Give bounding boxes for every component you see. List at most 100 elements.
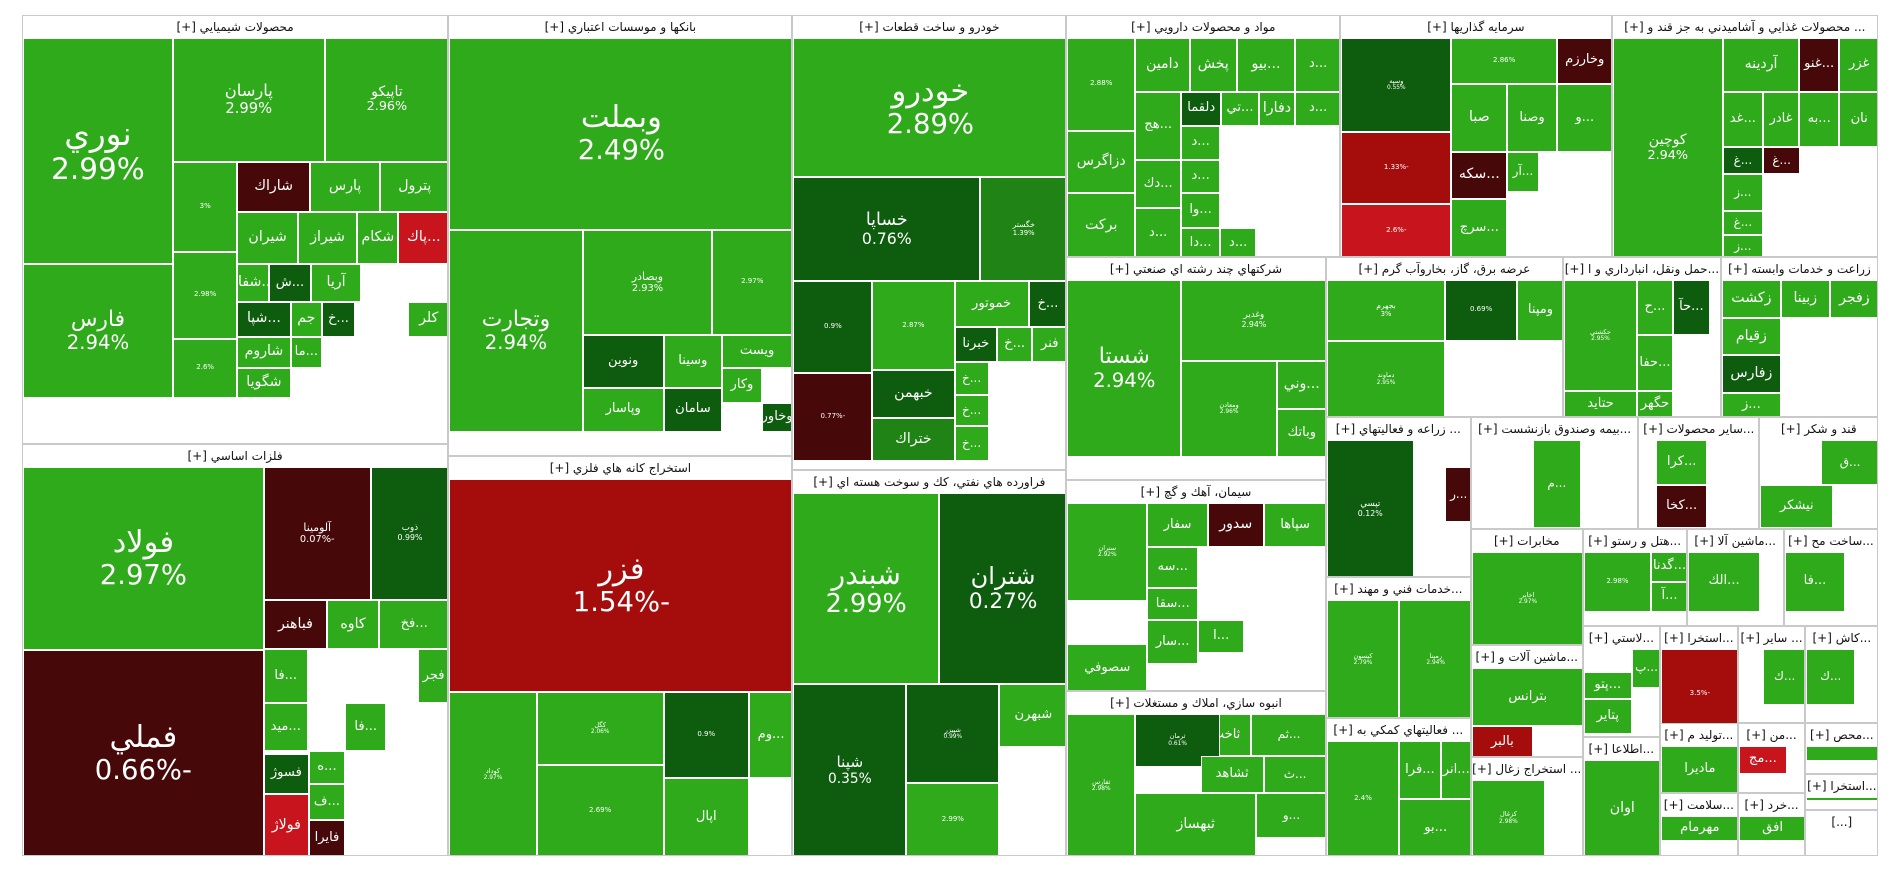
stock-tile[interactable]: ...كخا — [1656, 484, 1708, 528]
stock-tile[interactable]: ثشاهد — [1200, 756, 1264, 793]
stock-tile[interactable]: وبصادر 2.93% — [582, 229, 713, 335]
sector-title[interactable]: فلزات اساسي [+] — [22, 444, 448, 467]
stock-tile[interactable]: خودرو 2.89% — [793, 37, 1066, 178]
sector-title[interactable]: عرضه برق، گاز، بخاروآب گرم [+] — [1326, 258, 1563, 281]
stock-tile[interactable]: نيشكر — [1760, 484, 1834, 528]
stock-tile[interactable]: تپسي 0.12% — [1326, 440, 1414, 577]
stock-tile[interactable]: ثبهساز — [1135, 792, 1257, 856]
stock-tile[interactable]: ...د — [1295, 37, 1340, 92]
stock-tile[interactable]: كيسون 2.79% — [1326, 600, 1400, 717]
stock-tile[interactable]: ...خ — [997, 327, 1033, 362]
stock-tile[interactable]: زفارس — [1721, 355, 1782, 393]
stock-tile[interactable]: حكشتي 2.95% — [1564, 280, 1637, 391]
sector-title[interactable]: ...من [+] — [1738, 723, 1805, 746]
stock-tile[interactable]: اپال — [663, 777, 749, 856]
stock-tile[interactable]: خبرنا — [954, 327, 998, 362]
stock-tile[interactable]: پترول — [380, 161, 448, 213]
stock-tile[interactable]: پارس — [309, 161, 381, 213]
sector-title[interactable]: ...ساير محصولات [+] — [1639, 418, 1759, 441]
stock-tile[interactable]: ...پتو — [1583, 672, 1632, 700]
stock-tile[interactable]: ستران 2.92% — [1067, 503, 1148, 601]
stock-tile[interactable]: پخش — [1189, 37, 1237, 92]
stock-tile[interactable]: وپاسار — [582, 387, 664, 432]
stock-tile[interactable]: سصوفي — [1067, 644, 1148, 691]
stock-tile[interactable]: ...سكه — [1451, 152, 1508, 199]
stock-tile[interactable]: ...د — [1181, 159, 1220, 193]
stock-tile[interactable]: بركت — [1067, 192, 1136, 257]
stock-tile[interactable]: 2.6% — [173, 338, 238, 398]
stock-tile[interactable]: ...د — [1219, 228, 1257, 257]
sector-title[interactable]: شركتهاي چند رشته اي صنعتي [+] — [1067, 258, 1325, 281]
stock-tile[interactable]: بالبر — [1472, 726, 1533, 756]
stock-tile[interactable]: شستا 2.94% — [1067, 280, 1182, 458]
stock-tile[interactable]: وغدير 2.94% — [1181, 280, 1325, 361]
stock-tile[interactable]: ماديرا — [1661, 745, 1737, 792]
sector-title[interactable]: زراعت و خدمات وابسته [+] — [1721, 258, 1878, 281]
stock-tile[interactable]: ...وني — [1276, 360, 1325, 409]
sector-title[interactable]: ...حمل ونقل، انبارداري و ا [+] — [1564, 258, 1720, 281]
stock-tile[interactable]: ...ك — [1806, 648, 1855, 705]
stock-tile[interactable]: -1.33% — [1341, 132, 1452, 205]
stock-tile[interactable]: ...آر — [1507, 152, 1539, 192]
stock-tile[interactable]: آردينه — [1722, 37, 1800, 92]
stock-tile[interactable]: پتاير — [1583, 699, 1632, 735]
stock-tile[interactable]: 0.9% — [793, 281, 873, 374]
stock-tile[interactable]: خبهمن — [872, 369, 955, 419]
stock-tile[interactable]: زكشت — [1721, 280, 1782, 318]
stock-tile[interactable]: 2.86% — [1451, 37, 1557, 84]
sector-title[interactable]: ... استخراج زغال [+] — [1472, 757, 1582, 780]
stock-tile[interactable]: ...شفار — [237, 264, 269, 303]
stock-tile[interactable]: ...به — [1799, 91, 1840, 147]
stock-tile[interactable]: 2.98% — [173, 251, 238, 339]
stock-tile[interactable]: افق — [1738, 815, 1805, 842]
stock-tile[interactable]: فجر — [417, 649, 448, 704]
sector-title[interactable]: ...اطلاعا [+] — [1583, 738, 1660, 761]
stock-tile[interactable]: شيران — [237, 212, 298, 265]
sector-title[interactable]: ... زراعه و فعاليتهاي [+] — [1326, 418, 1471, 441]
sector-title[interactable]: ...كاش [+] — [1806, 626, 1878, 649]
stock-tile[interactable]: كلر — [408, 302, 448, 337]
stock-tile[interactable]: ...فرا — [1399, 740, 1441, 799]
sector-title[interactable]: ...ماشين آلا [+] — [1687, 529, 1783, 552]
sector-title[interactable]: سرمايه گذاريها [+] — [1341, 15, 1611, 38]
stock-tile[interactable] — [1806, 796, 1878, 801]
stock-tile[interactable]: ...غنو — [1799, 37, 1840, 92]
stock-tile[interactable]: ...دك — [1135, 159, 1182, 209]
stock-tile[interactable]: ثفارس 2.98% — [1067, 714, 1136, 856]
stock-tile[interactable]: اوان — [1583, 760, 1660, 856]
stock-tile[interactable]: كگل 2.06% — [536, 692, 664, 766]
sector-title[interactable]: ... محصولات غذايي و آشاميدني به جز قند و… — [1612, 15, 1878, 38]
stock-tile[interactable]: شپيزر 0.99% — [906, 684, 1000, 783]
stock-tile[interactable]: نوري 2.99% — [22, 37, 174, 265]
stock-tile[interactable]: حگهر — [1636, 390, 1674, 417]
stock-tile[interactable]: ...هج — [1135, 91, 1182, 160]
stock-tile[interactable]: ...فا — [1784, 551, 1846, 612]
sector-title[interactable]: سيمان، آهك و گچ [+] — [1067, 481, 1325, 504]
stock-tile[interactable]: اخابر 2.97% — [1472, 551, 1582, 645]
stock-tile[interactable]: ...حفا — [1636, 335, 1674, 391]
stock-tile[interactable] — [1806, 745, 1878, 761]
stock-tile[interactable]: وبملت 2.49% — [449, 37, 792, 230]
stock-tile[interactable]: ...ق — [1821, 440, 1878, 485]
stock-tile[interactable]: ...تي — [1221, 91, 1259, 126]
sector-title[interactable]: ...هتل و رستو [+] — [1583, 529, 1686, 552]
stock-tile[interactable]: ...خ — [954, 395, 989, 427]
stock-tile[interactable]: زبينا — [1781, 280, 1830, 318]
sector-title[interactable]: ...استخرا [+] — [1661, 626, 1737, 649]
stock-tile[interactable]: ...ث — [1263, 756, 1325, 793]
stock-tile[interactable]: شپنا 0.35% — [793, 684, 907, 856]
stock-tile[interactable]: وصنا — [1507, 83, 1557, 153]
stock-tile[interactable]: ويست — [721, 334, 792, 369]
sector-title[interactable]: مواد و محصولات دارويي [+] — [1067, 15, 1340, 38]
stock-tile[interactable]: ...حآ — [1673, 280, 1710, 336]
sector-title[interactable]: [...] — [1806, 810, 1878, 833]
stock-tile[interactable]: شاروم — [237, 336, 291, 368]
stock-tile[interactable]: ...ك — [1762, 648, 1805, 705]
stock-tile[interactable]: -0.77% — [793, 373, 873, 462]
stock-tile[interactable]: فملي -0.66% — [22, 650, 264, 856]
stock-tile[interactable]: ...سه — [1147, 546, 1199, 588]
stock-tile[interactable]: وخارزم — [1556, 37, 1611, 84]
stock-tile[interactable]: سپاها — [1263, 503, 1325, 547]
sector-title[interactable]: ...لاستي [+] — [1583, 626, 1660, 649]
stock-tile[interactable]: خموتور — [954, 281, 1029, 328]
